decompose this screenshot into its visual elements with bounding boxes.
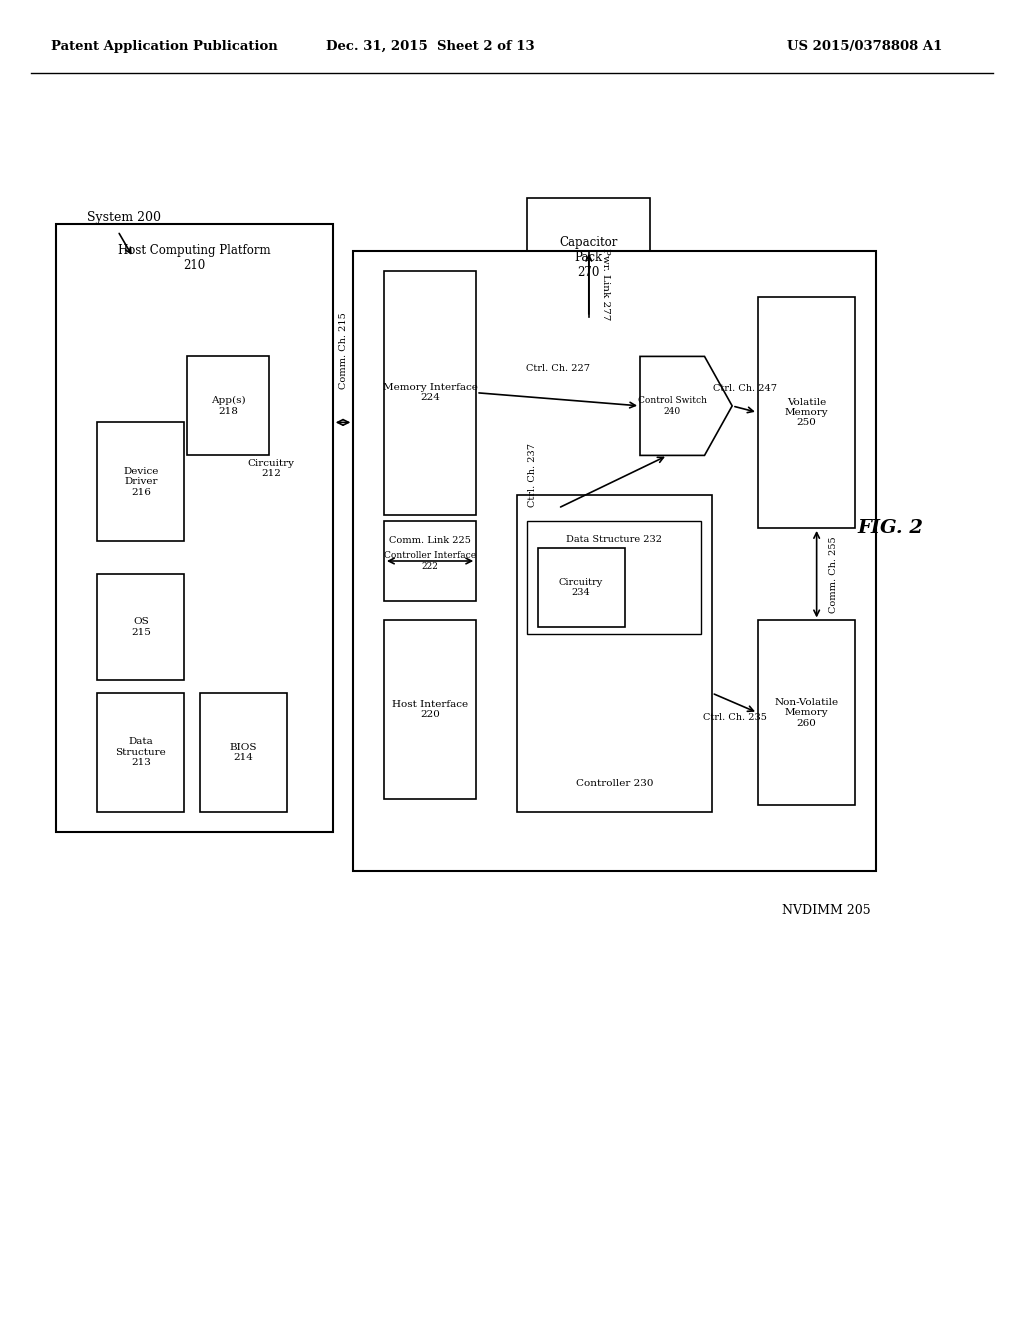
Text: Host Interface
220: Host Interface 220 bbox=[392, 700, 468, 719]
Text: OS
215: OS 215 bbox=[131, 618, 151, 636]
Text: Patent Application Publication: Patent Application Publication bbox=[51, 40, 278, 53]
FancyBboxPatch shape bbox=[97, 574, 184, 680]
FancyBboxPatch shape bbox=[758, 620, 855, 805]
FancyBboxPatch shape bbox=[353, 251, 876, 871]
Text: Capacitor
Pack
270: Capacitor Pack 270 bbox=[559, 236, 618, 279]
Text: Comm. Ch. 255: Comm. Ch. 255 bbox=[829, 536, 838, 612]
Text: Control Switch
240: Control Switch 240 bbox=[638, 396, 707, 416]
Text: Dec. 31, 2015  Sheet 2 of 13: Dec. 31, 2015 Sheet 2 of 13 bbox=[326, 40, 535, 53]
Text: Pwr. Link 277: Pwr. Link 277 bbox=[601, 248, 610, 319]
Text: Volatile
Memory
250: Volatile Memory 250 bbox=[784, 397, 828, 428]
FancyBboxPatch shape bbox=[517, 495, 712, 812]
Text: Memory Interface
224: Memory Interface 224 bbox=[383, 383, 477, 403]
Text: Host Computing Platform
210: Host Computing Platform 210 bbox=[118, 244, 271, 272]
FancyBboxPatch shape bbox=[97, 693, 184, 812]
Text: BIOS
214: BIOS 214 bbox=[229, 743, 257, 762]
Text: App(s)
218: App(s) 218 bbox=[211, 396, 246, 416]
Text: Circuitry
212: Circuitry 212 bbox=[248, 459, 295, 478]
FancyBboxPatch shape bbox=[384, 271, 476, 515]
Polygon shape bbox=[640, 356, 732, 455]
FancyBboxPatch shape bbox=[97, 422, 184, 541]
FancyBboxPatch shape bbox=[200, 693, 287, 812]
FancyBboxPatch shape bbox=[384, 620, 476, 799]
Text: Circuitry
234: Circuitry 234 bbox=[559, 578, 603, 597]
FancyBboxPatch shape bbox=[758, 297, 855, 528]
Text: Comm. Ch. 215: Comm. Ch. 215 bbox=[339, 313, 347, 389]
Text: Data Structure 232: Data Structure 232 bbox=[566, 535, 663, 544]
FancyBboxPatch shape bbox=[187, 356, 269, 455]
Text: Controller Interface
222: Controller Interface 222 bbox=[384, 552, 476, 570]
FancyBboxPatch shape bbox=[56, 224, 333, 832]
Text: Ctrl. Ch. 235: Ctrl. Ch. 235 bbox=[702, 713, 767, 722]
FancyBboxPatch shape bbox=[538, 548, 625, 627]
Text: Ctrl. Ch. 247: Ctrl. Ch. 247 bbox=[713, 384, 777, 393]
Text: Device
Driver
216: Device Driver 216 bbox=[123, 467, 159, 496]
FancyBboxPatch shape bbox=[527, 198, 650, 317]
Text: Non-Volatile
Memory
260: Non-Volatile Memory 260 bbox=[774, 698, 839, 727]
FancyBboxPatch shape bbox=[384, 521, 476, 601]
Text: Controller 230: Controller 230 bbox=[575, 779, 653, 788]
FancyBboxPatch shape bbox=[527, 521, 701, 634]
Text: FIG. 2: FIG. 2 bbox=[858, 519, 924, 537]
Text: Ctrl. Ch. 227: Ctrl. Ch. 227 bbox=[526, 364, 590, 372]
Text: Comm. Link 225: Comm. Link 225 bbox=[389, 536, 471, 545]
Text: Ctrl. Ch. 237: Ctrl. Ch. 237 bbox=[528, 444, 537, 507]
Text: System 200: System 200 bbox=[87, 211, 161, 224]
Text: NVDIMM 205: NVDIMM 205 bbox=[781, 904, 870, 917]
Text: US 2015/0378808 A1: US 2015/0378808 A1 bbox=[786, 40, 942, 53]
Text: Data
Structure
213: Data Structure 213 bbox=[116, 738, 166, 767]
